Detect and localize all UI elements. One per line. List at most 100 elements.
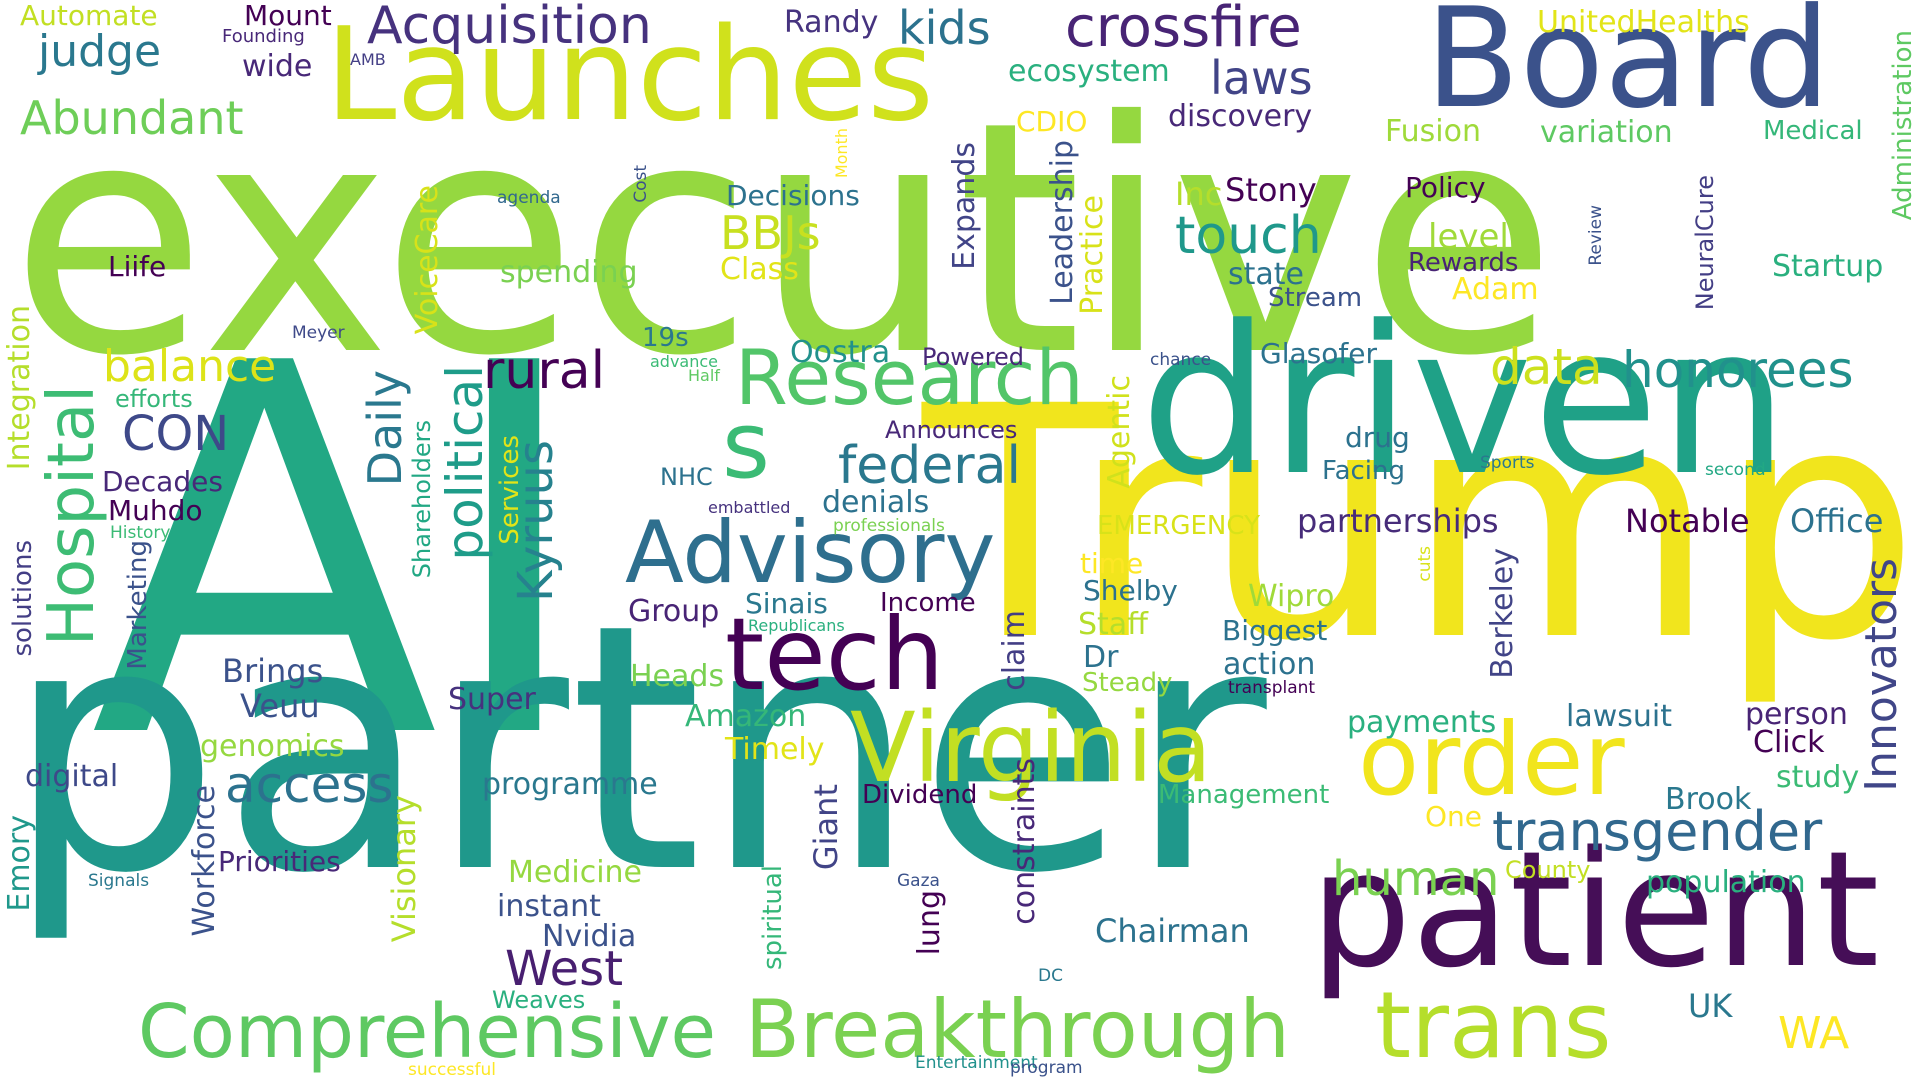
word: West bbox=[505, 941, 624, 997]
word: Chairman bbox=[1095, 912, 1250, 950]
word: instant bbox=[497, 889, 601, 924]
word: Decades bbox=[102, 465, 223, 498]
word: digital bbox=[25, 759, 119, 794]
word: order bbox=[1358, 701, 1625, 818]
word: human bbox=[1332, 851, 1500, 907]
word: second bbox=[1705, 460, 1766, 480]
word: Facing bbox=[1322, 456, 1406, 486]
word: Biggest bbox=[1222, 614, 1328, 647]
word: Dr bbox=[1083, 640, 1119, 675]
word: chance bbox=[1150, 350, 1212, 370]
word: judge bbox=[38, 26, 162, 77]
word: Comprehensive bbox=[138, 989, 717, 1075]
word: Medicine bbox=[508, 855, 643, 890]
word: 19s bbox=[642, 323, 689, 353]
word: time bbox=[1080, 547, 1144, 580]
word: data bbox=[1490, 338, 1603, 396]
word: Sinais bbox=[745, 587, 828, 620]
word: action bbox=[1223, 647, 1316, 682]
word: transgender bbox=[1492, 800, 1823, 863]
word: Office bbox=[1790, 502, 1884, 540]
word: Board bbox=[1425, 0, 1831, 139]
word: spending bbox=[500, 255, 638, 290]
word: Super bbox=[448, 682, 536, 717]
word: lung bbox=[912, 890, 947, 956]
word: Meyer bbox=[292, 323, 345, 343]
word: Giant bbox=[807, 784, 845, 871]
word: Visionary bbox=[385, 795, 423, 943]
word: executive bbox=[10, 54, 1558, 426]
word: Workforce bbox=[187, 785, 222, 937]
word: Staff bbox=[1078, 607, 1148, 642]
word: Priorities bbox=[218, 845, 341, 878]
word: Steady bbox=[1082, 668, 1173, 698]
word: Practice bbox=[1075, 195, 1110, 315]
word: NHC bbox=[660, 463, 713, 491]
word: Berkeley bbox=[1485, 548, 1520, 679]
word: payments bbox=[1347, 705, 1497, 740]
word: Gaza bbox=[897, 871, 940, 891]
word: DC bbox=[1038, 966, 1063, 986]
word: Decisions bbox=[726, 179, 860, 212]
word: ecosystem bbox=[1008, 54, 1170, 89]
word: Liife bbox=[108, 250, 167, 283]
word: Abundant bbox=[20, 91, 244, 145]
word: Mount bbox=[244, 0, 332, 32]
word: denials bbox=[822, 485, 930, 520]
word: tech bbox=[725, 596, 945, 713]
word: Brook bbox=[1665, 782, 1752, 817]
word: constraints bbox=[1007, 758, 1042, 925]
word: Announces bbox=[885, 416, 1018, 444]
word: Income bbox=[880, 588, 976, 618]
word: Weaves bbox=[492, 986, 586, 1014]
word: Shareholders bbox=[408, 420, 436, 579]
word: Class bbox=[720, 252, 799, 287]
word: Administration bbox=[1888, 30, 1918, 221]
word: Launches bbox=[325, 1, 934, 150]
word: Signals bbox=[88, 871, 150, 891]
word: Heads bbox=[630, 659, 725, 694]
word: Trump bbox=[922, 339, 1920, 711]
word: AI bbox=[90, 258, 590, 851]
word: Founding bbox=[222, 26, 305, 47]
word: Agentic bbox=[1102, 375, 1137, 489]
word: person bbox=[1745, 697, 1848, 732]
word: Rewards bbox=[1408, 248, 1519, 278]
word: BBJs bbox=[720, 206, 821, 260]
word: Group bbox=[628, 594, 720, 629]
word: Wipro bbox=[1248, 579, 1335, 614]
word: Advisory bbox=[625, 503, 996, 603]
word: crossfire bbox=[1065, 0, 1302, 60]
word: WA bbox=[1778, 1008, 1850, 1059]
word: Sports bbox=[1480, 453, 1535, 473]
word: VoiceCare bbox=[410, 185, 445, 335]
word: touch bbox=[1175, 206, 1322, 266]
word: variation bbox=[1540, 115, 1673, 150]
word: genomics bbox=[200, 729, 345, 764]
word: Review bbox=[1586, 205, 1606, 266]
word: discovery bbox=[1168, 99, 1313, 134]
word: state bbox=[1228, 257, 1304, 292]
word: Daily bbox=[358, 370, 412, 487]
word: solutions bbox=[8, 540, 38, 657]
word: population bbox=[1646, 865, 1806, 900]
word: Virginia bbox=[850, 692, 1212, 804]
word: access bbox=[225, 756, 394, 814]
word: Nvidia bbox=[542, 919, 637, 954]
word: Stream bbox=[1268, 283, 1363, 313]
word: EMERGENCY bbox=[1097, 511, 1260, 541]
word: Emory bbox=[2, 815, 37, 912]
word: spiritual bbox=[758, 865, 788, 971]
word: Startup bbox=[1772, 249, 1884, 284]
word: agenda bbox=[497, 188, 561, 208]
word: Innovators bbox=[1856, 558, 1907, 792]
word: Management bbox=[1158, 780, 1330, 810]
word: Notable bbox=[1625, 502, 1750, 540]
word: UnitedHealths bbox=[1537, 5, 1750, 40]
word: Shelby bbox=[1083, 574, 1178, 607]
word: Randy bbox=[784, 5, 879, 40]
word: transplant bbox=[1228, 678, 1316, 698]
word: County bbox=[1505, 856, 1591, 884]
word: successful bbox=[408, 1060, 496, 1080]
